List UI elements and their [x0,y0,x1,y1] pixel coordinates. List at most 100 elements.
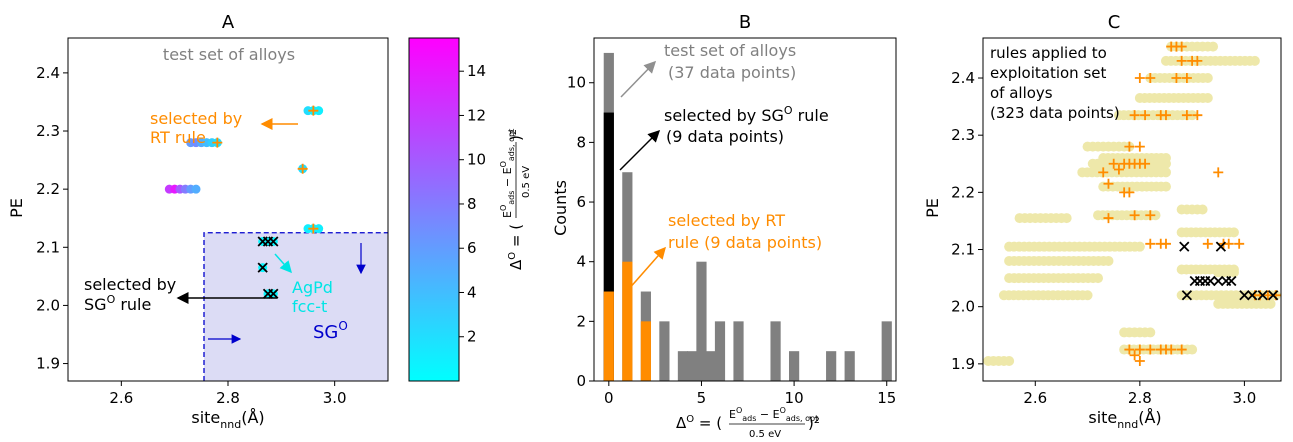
sg-selected-marker [1213,275,1224,287]
histogram-bar [881,321,892,381]
b-annot-test-2: (37 data points) [668,63,796,82]
panel-a-xtick-label: 2.8 [216,389,240,407]
rt-selected-marker [1213,167,1224,178]
panel-b-ytick-label: 2 [576,312,586,330]
rt-selected-marker [1176,41,1187,52]
panel-c: C 2.6 2.8 3.0 1.9 2.0 2.1 2.2 2.3 2.4 rules appl… [923,12,1282,431]
rt-selected-marker [1145,210,1156,221]
svg-text:EOads − EOads, opt: EOads − EOads, opt [499,129,516,218]
sg-selected-marker [1205,275,1216,287]
panel-b-bars [603,52,892,381]
rt-selected-marker [1134,141,1145,152]
exploitation-point [1202,73,1213,84]
exploitation-point [1150,210,1161,221]
svg-text:0.5 eV: 0.5 eV [521,166,532,198]
panel-b-xtick-label: 10 [785,389,804,407]
rt-selected-marker [1129,210,1140,221]
sg-selected-marker [1268,290,1279,301]
panel-b-xtick-label: 5 [697,389,707,407]
panel-c-ytick-label: 1.9 [951,355,975,373]
rt-selected-marker [1134,355,1145,366]
histogram-bar [677,351,689,381]
rt-selected-marker [1145,344,1156,355]
panel-c-title: C [1108,12,1121,33]
exploitation-point [1160,153,1171,164]
colorbar-tick-label: 14 [467,62,486,80]
panel-a-frame [67,37,389,382]
agpd-label-line2: fcc-t [292,297,327,316]
svg-text:EOads − EOads, opt: EOads − EOads, opt [729,406,818,423]
histogram-bar [770,321,781,381]
colorbar-label: ΔO = ( EOads − EOads, opt 0.5 eV )² [499,129,532,270]
panel-b-xlabel: ΔO = ( EOads − EOads, opt 0.5 eV )² [676,406,820,440]
rt-selected-marker [308,105,319,116]
histogram-bar [622,261,633,381]
sg-selected-marker [1239,290,1250,301]
panel-c-xtick-label: 2.8 [1128,389,1152,407]
colorbar-ticks: 2 4 6 8 10 12 14 [459,62,486,346]
sg-label-line2: SGO rule [84,293,151,314]
rt-selected-marker [1113,164,1124,175]
svg-text:)²: )² [507,129,525,141]
rt-selected-marker [1124,344,1135,355]
c-annot-3: of alloys [990,84,1053,102]
alloy-point [191,184,201,194]
agpd-arrow [274,253,292,274]
c-annot-2: exploitation set [990,64,1106,82]
sg-selected-marker [257,262,268,273]
b-annot-rt-1: selected by RT [668,211,785,230]
colorbar-tick-label: 10 [467,151,486,169]
histogram-bar [844,351,855,381]
svg-text:0.5 eV: 0.5 eV [749,429,781,440]
b-annot-sg-2: (9 data points) [666,127,784,146]
rt-selected-marker [1140,158,1151,169]
rt-selected-marker [1129,110,1140,121]
histogram-bar [789,351,800,381]
exploitation-point [1160,167,1171,178]
sg-selected-marker [1226,275,1237,287]
panel-a-ytick-label: 2.0 [36,296,60,314]
sg-region [203,232,388,381]
rt-label-line1: selected by [150,109,242,128]
rt-selected-marker [1134,73,1145,84]
svg-text:ΔO = (: ΔO = ( [676,414,722,432]
colorbar-tick-label: 2 [467,328,477,346]
sg-boundary [203,232,388,381]
colorbar-gradient [408,37,460,382]
rt-selected-marker [1145,73,1156,84]
alloy-point [314,106,324,116]
exploitation-point [1093,273,1104,284]
rt-selected-marker [1176,55,1187,66]
b-arrow-test [620,60,657,98]
b-arrow-sg [619,129,661,171]
rt-selected-marker [1176,344,1187,355]
rt-selected-marker [1103,213,1114,224]
panel-c-ytick-label: 2.4 [951,69,975,87]
c-annot-4: (323 data points) [990,104,1120,122]
rt-selected-marker [1234,238,1245,249]
panel-c-axes: 2.6 2.8 3.0 1.9 2.0 2.1 2.2 2.3 2.4 [951,69,1256,407]
panel-c-ytick-label: 2.3 [951,126,975,144]
panel-b-title: B [739,12,751,33]
rt-selected-marker [1098,167,1109,178]
panel-c-ytick-label: 2.2 [951,183,975,201]
colorbar-tick-label: 12 [467,106,486,124]
exploitation-point [1145,327,1156,338]
panel-a-axes: 2.6 2.8 3.0 1.9 2.0 2.1 2.2 2.3 2.4 [36,64,346,407]
panel-b-axes: 0 5 10 15 0 2 4 6 8 10 [567,74,896,407]
rt-selected-marker [1192,110,1203,121]
histogram-bar [733,321,744,381]
panel-b-ytick-label: 10 [567,74,586,92]
histogram-bar [714,321,726,381]
rt-selected-marker [212,137,223,148]
panel-a-inner-title: test set of alloys [163,45,295,64]
histogram-bar [603,291,614,381]
panel-b-frame [593,37,897,382]
sg-selected-marker [268,236,279,247]
exploitation-point [1160,181,1171,192]
histogram-bar [659,321,670,381]
histogram-bar [696,261,707,381]
panel-c-ylabel: PE [923,198,942,218]
rt-selected-marker [1181,73,1192,84]
rt-selected-marker [1160,238,1171,249]
